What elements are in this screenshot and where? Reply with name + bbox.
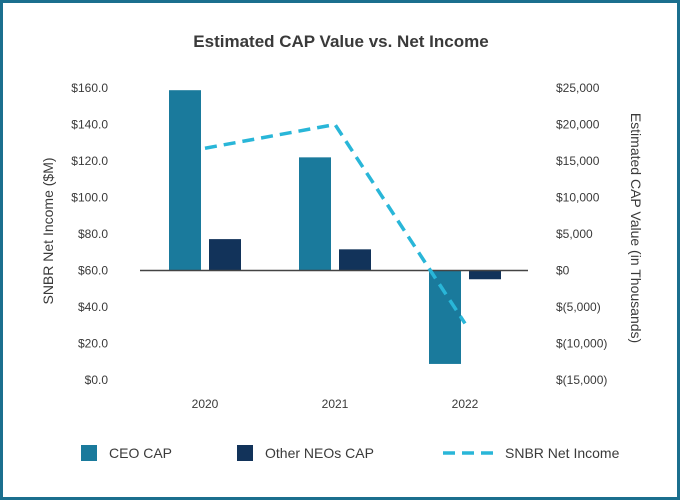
x-tick-label: 2020 — [192, 397, 219, 411]
bar-ceo-cap-2022 — [429, 270, 461, 364]
line-series — [204, 122, 467, 325]
bar-marks — [169, 90, 501, 364]
left-tick-label: $40.0 — [78, 300, 108, 314]
right-tick-label: $25,000 — [556, 81, 600, 95]
right-tick-label: $5,000 — [556, 227, 593, 241]
left-axis-ticks: $160.0 $140.0 $120.0 $100.0 $80.0 $60.0 $40.0 $… — [71, 81, 108, 387]
legend-label: Other NEOs CAP — [265, 445, 374, 461]
right-tick-label: $(10,000) — [556, 337, 607, 351]
bar-other-neos-cap-2020 — [209, 239, 241, 271]
left-tick-label: $20.0 — [78, 337, 108, 351]
left-tick-label: $0.0 — [85, 373, 109, 387]
left-tick-label: $160.0 — [71, 81, 108, 95]
right-tick-label: $0 — [556, 264, 570, 278]
chart-title: Estimated CAP Value vs. Net Income — [193, 32, 488, 51]
bar-other-neos-cap-2021 — [339, 249, 371, 271]
right-tick-label: $(15,000) — [556, 373, 607, 387]
right-axis-ticks: $25,000 $20,000 $15,000 $10,000 $5,000 $0 $(5,… — [556, 81, 607, 387]
legend: CEO CAP Other NEOs CAP SNBR Net Income — [81, 445, 620, 461]
right-tick-label: $10,000 — [556, 191, 600, 205]
right-tick-label: $20,000 — [556, 118, 600, 132]
left-tick-label: $100.0 — [71, 191, 108, 205]
bar-other-neos-cap-2022 — [469, 270, 501, 280]
left-tick-label: $140.0 — [71, 118, 108, 132]
left-tick-label: $60.0 — [78, 264, 108, 278]
right-axis-title: Estimated CAP Value (in Thousands) — [628, 113, 644, 343]
legend-swatch — [237, 445, 253, 461]
line-snbr-net-income — [204, 122, 467, 325]
chart-canvas: Estimated CAP Value vs. Net Income $160.… — [40, 32, 644, 461]
legend-label: SNBR Net Income — [505, 445, 620, 461]
bar-ceo-cap-2020 — [169, 90, 201, 271]
x-axis-ticks: 2020 2021 2022 — [192, 397, 479, 411]
right-tick-label: $15,000 — [556, 154, 600, 168]
left-axis-title: SNBR Net Income ($M) — [40, 157, 56, 304]
left-tick-label: $120.0 — [71, 154, 108, 168]
x-tick-label: 2022 — [452, 397, 479, 411]
x-tick-label: 2021 — [322, 397, 349, 411]
left-tick-label: $80.0 — [78, 227, 108, 241]
bar-ceo-cap-2021 — [299, 157, 331, 271]
right-tick-label: $(5,000) — [556, 300, 601, 314]
legend-label: CEO CAP — [109, 445, 172, 461]
legend-swatch — [81, 445, 97, 461]
